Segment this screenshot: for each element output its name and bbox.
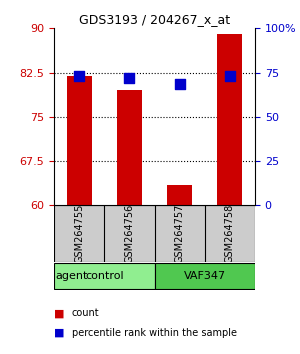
Point <box>177 81 182 87</box>
Bar <box>167 185 192 205</box>
Point <box>127 76 132 81</box>
FancyBboxPatch shape <box>54 263 154 289</box>
Text: percentile rank within the sample: percentile rank within the sample <box>72 328 237 338</box>
Title: GDS3193 / 204267_x_at: GDS3193 / 204267_x_at <box>79 13 230 26</box>
Point <box>227 73 232 78</box>
Bar <box>217 34 242 205</box>
Text: GSM264756: GSM264756 <box>124 204 134 263</box>
Text: ■: ■ <box>54 308 64 318</box>
Point <box>77 73 82 78</box>
Text: GSM264755: GSM264755 <box>74 204 84 263</box>
Text: control: control <box>85 271 124 281</box>
Text: VAF347: VAF347 <box>184 271 226 281</box>
Bar <box>67 75 92 205</box>
Bar <box>117 90 142 205</box>
Text: GSM264757: GSM264757 <box>175 204 184 263</box>
FancyBboxPatch shape <box>154 263 255 289</box>
Text: count: count <box>72 308 100 318</box>
Text: GSM264758: GSM264758 <box>225 204 235 263</box>
Text: agent: agent <box>55 271 87 281</box>
Text: ■: ■ <box>54 328 64 338</box>
